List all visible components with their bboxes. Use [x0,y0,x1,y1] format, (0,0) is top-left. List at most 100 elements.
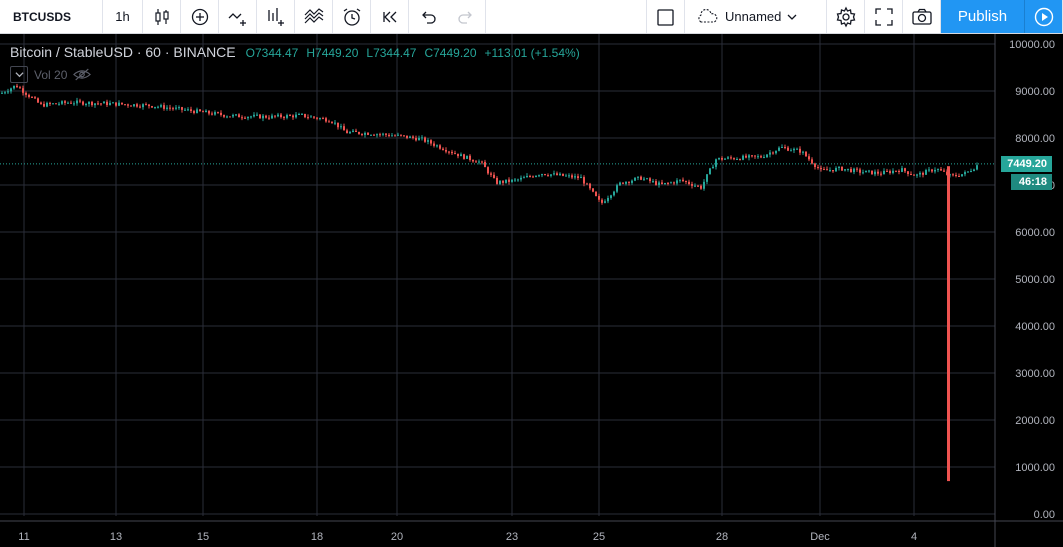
fullscreen-icon[interactable] [865,0,903,33]
candle-body [712,166,714,169]
candle-body [541,174,543,176]
candle-body [751,155,753,157]
candle-body [583,177,585,184]
x-tick-label: 28 [716,531,728,543]
candle-body [601,199,603,203]
templates-icon[interactable] [295,0,333,33]
chevron-down-icon [14,72,24,78]
y-tick-label: 3000.00 [1015,368,1055,380]
candle-body [688,181,690,184]
candle-body [934,169,936,172]
compare-icon[interactable] [181,0,219,33]
candle-body [580,177,582,179]
candle-body [295,114,297,118]
interval-button[interactable]: 1h [103,0,143,33]
candle-body [19,87,21,89]
candle-body [124,104,126,106]
candle-body [661,182,663,185]
candle-body [505,179,507,183]
layout-selector[interactable]: Unnamed [685,0,827,33]
candle-body [697,185,699,187]
candle-body [760,156,762,158]
candle-body [232,114,234,117]
candle-body [748,155,750,158]
candle-body [112,102,114,104]
candle-body [754,155,756,157]
candle-body [547,175,549,177]
candle-body [616,185,618,192]
candle-body [736,158,738,160]
candle-body [184,109,186,111]
candle-body [427,140,429,142]
fullscreen-square-icon[interactable] [647,0,685,33]
redo-icon[interactable] [447,0,485,33]
candle-body [727,157,729,159]
candle-body [805,151,807,157]
financials-icon[interactable] [257,0,295,33]
hide-eye-icon[interactable] [73,68,92,81]
play-icon[interactable] [1025,0,1063,33]
candle-body [886,170,888,172]
candle-body [319,118,321,120]
candle-body [892,170,894,174]
candle-body [619,182,621,186]
undo-icon[interactable] [409,0,447,33]
alert-icon[interactable] [333,0,371,33]
candles-icon[interactable] [143,0,181,33]
candle-body [793,148,795,151]
candle-body [871,170,873,175]
candle-body [421,137,423,139]
candle-body [331,121,333,123]
candle-body [766,154,768,158]
candle-body [649,178,651,182]
settings-gear-icon[interactable] [827,0,865,33]
candle-body [430,140,432,144]
candle-body [808,156,810,160]
candle-body [850,168,852,173]
candle-body [385,133,387,135]
candle-body [823,169,825,171]
candle-body [151,106,153,108]
candle-body [571,175,573,178]
candle-body [175,107,177,109]
candle-body [52,103,54,105]
candle-body [868,170,870,172]
candle-body [286,115,288,118]
candle-body [16,85,18,88]
x-tick-label: 25 [593,531,605,543]
symbol-search[interactable]: BTCUSDS [0,0,103,33]
candle-body [679,179,681,181]
replay-icon[interactable] [371,0,409,33]
candle-body [439,145,441,149]
candle-body [67,102,69,104]
candle-body [898,171,900,173]
candle-body [658,182,660,185]
candle-body [397,134,399,136]
series-legend: Bitcoin / StableUSD · 60 · BINANCE O7344… [10,44,580,60]
chart-pane[interactable]: 10000.009000.008000.007000.006000.005000… [0,34,1063,547]
last-price-label: 7449.20 [1001,156,1052,172]
candle-body [169,107,171,109]
candle-body [733,158,735,160]
candle-body [634,177,636,181]
candle-body [877,171,879,174]
candle-body [562,173,564,176]
candle-body [148,104,150,107]
candle-body [676,180,678,184]
y-tick-label: 1000.00 [1015,462,1055,474]
candle-body [523,177,525,179]
y-tick-label: 5000.00 [1015,274,1055,286]
price-chart[interactable]: 10000.009000.008000.007000.006000.005000… [0,34,1063,547]
candle-body [307,117,309,119]
indicators-icon[interactable] [219,0,257,33]
collapse-legend-button[interactable] [10,66,28,83]
candle-body [778,147,780,151]
candle-body [499,180,501,184]
camera-icon[interactable] [903,0,941,33]
candle-body [646,178,648,180]
candle-body [400,134,402,136]
candle-body [37,98,39,103]
y-tick-label: 4000.00 [1015,321,1055,333]
publish-button[interactable]: Publish [941,0,1025,33]
candle-body [241,117,243,119]
